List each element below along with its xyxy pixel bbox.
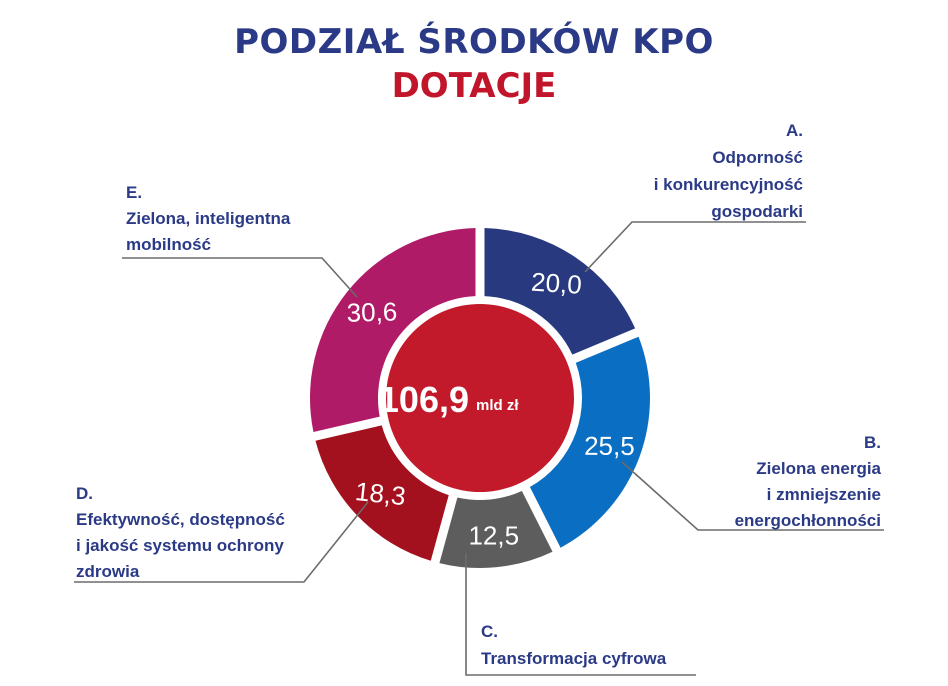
category-label-line: zdrowia [76,562,140,581]
callout-line [122,257,358,298]
slice-value-label: 12,5 [468,520,519,550]
callout-line [465,553,696,676]
category-label-line: Odporność [712,148,803,167]
chart-subtitle: DOTACJE [391,66,557,106]
slice-value-label: 25,5 [584,431,635,461]
category-letter: C. [481,622,498,641]
category-label-line: i zmniejszenie [767,485,881,504]
chart-title: PODZIAŁ ŚRODKÓW KPO [234,22,714,62]
category-label-line: i konkurencyjność [654,175,803,194]
slice-value-label: 20,0 [530,267,582,300]
callout-line [74,501,369,583]
category-letter: E. [126,183,142,202]
slice-value-label: 30,6 [346,296,397,327]
slice-a [484,228,636,355]
slice-b [529,336,650,548]
slice-d [315,425,449,561]
category-label-line: i jakość systemu ochrony [76,536,284,555]
center-circle [386,304,574,492]
callout-line [584,221,806,273]
category-letter: A. [786,121,803,140]
category-label-line: energochłonności [735,511,881,530]
category-label-line: Efektywność, dostępność [76,510,285,529]
category-label-line: Zielona, inteligentna [126,209,291,228]
category-label-line: gospodarki [711,202,803,221]
callout-line [621,461,884,531]
center-unit: mld zł [476,397,519,414]
category-letter: D. [76,484,93,503]
center-total: 106,9 [379,379,469,420]
slice-e [310,228,476,432]
slice-value-label: 18,3 [354,476,408,511]
slice-c [439,491,553,568]
category-label-line: mobilność [126,235,211,254]
category-letter: B. [864,433,881,452]
category-label-line: Zielona energia [756,459,881,478]
category-label-line: Transformacja cyfrowa [481,649,667,668]
